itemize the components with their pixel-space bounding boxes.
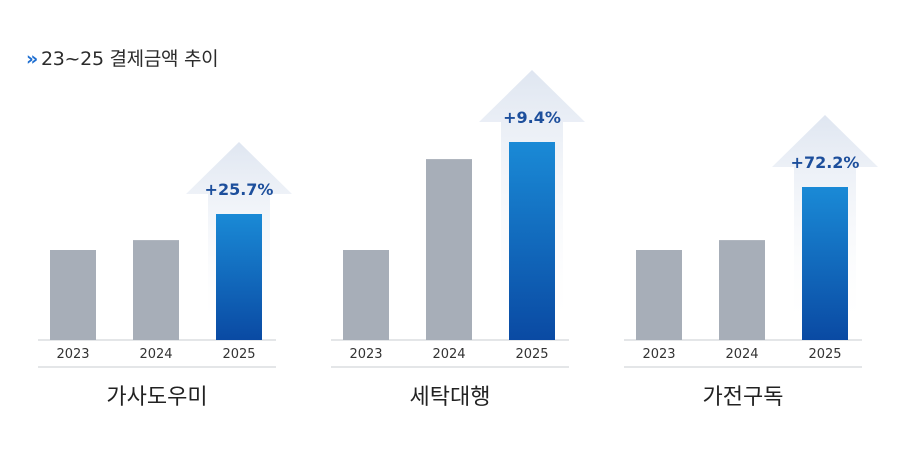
chart-panel-appliance-subscription: 2023 2024 +72.2% 2025 가전구독 — [624, 115, 878, 410]
bar-2024 — [426, 159, 472, 340]
x-tick-label: 2024 — [725, 347, 758, 362]
x-tick-label: 2023 — [56, 347, 89, 362]
chart-title: 세탁대행 — [410, 385, 491, 410]
x-tick-label: 2024 — [432, 347, 465, 362]
bar-2023 — [50, 250, 96, 340]
bar-2025 — [802, 187, 848, 340]
x-tick-label: 2023 — [642, 347, 675, 362]
bar-2024 — [719, 240, 765, 340]
x-tick-label: 2023 — [349, 347, 382, 362]
page-title: » 23~25 결제금액 추이 — [26, 44, 219, 71]
title-marker-icon: » — [26, 48, 38, 70]
growth-label: +25.7% — [205, 180, 274, 199]
growth-label: +72.2% — [791, 153, 860, 172]
bar-2025 — [216, 214, 262, 340]
x-tick-label: 2024 — [139, 347, 172, 362]
bar-2025 — [509, 142, 555, 340]
growth-label: +9.4% — [503, 108, 561, 127]
x-tick-label: 2025 — [808, 347, 841, 362]
chart-panel-housekeeping: 2023 2024 +25.7% 2025 가사도우미 — [38, 142, 292, 410]
page-title-text: 23~25 결제금액 추이 — [40, 48, 219, 70]
chart-title: 가전구독 — [703, 385, 784, 410]
bar-2023 — [343, 250, 389, 340]
bar-2024 — [133, 240, 179, 340]
bar-2023 — [636, 250, 682, 340]
chart-title: 가사도우미 — [106, 385, 207, 410]
x-tick-label: 2025 — [222, 347, 255, 362]
chart-panel-laundry: 2023 2024 +9.4% 2025 세탁대행 — [331, 70, 585, 410]
x-tick-label: 2025 — [515, 347, 548, 362]
